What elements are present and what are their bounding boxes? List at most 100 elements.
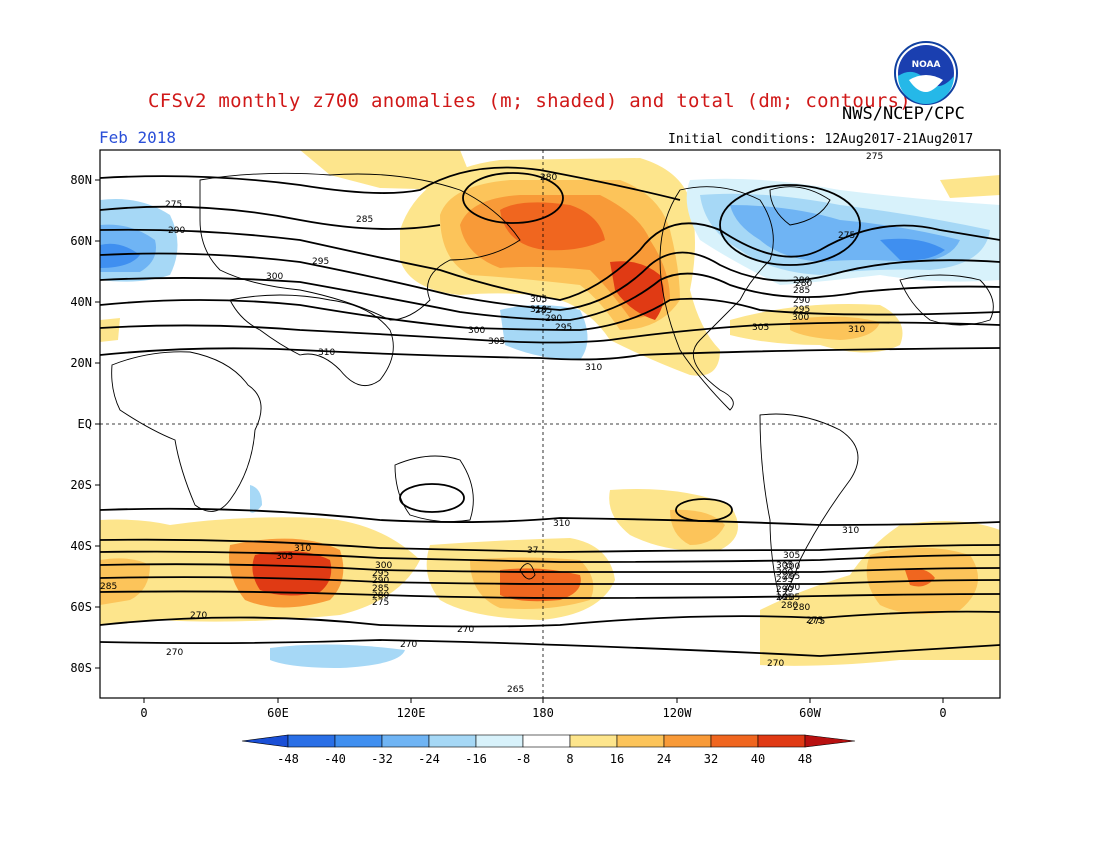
contour-label: 310 xyxy=(585,363,603,373)
contour-label: 37 xyxy=(527,546,539,556)
contour-label: 280 xyxy=(540,173,558,183)
colorbar-swatch xyxy=(475,734,524,748)
contour-label: 275 xyxy=(372,598,390,608)
contour-label: 275 xyxy=(808,617,826,627)
contour-label: 300 xyxy=(375,561,393,571)
contour-label: 300 xyxy=(468,326,486,336)
contour-label: 270 xyxy=(400,640,418,650)
colorbar-label: 48 xyxy=(797,752,813,766)
lat-label: 40N xyxy=(70,295,92,309)
contour-label: 295 xyxy=(555,323,573,333)
anomaly-colorbar xyxy=(241,734,856,748)
agency-label: NWS/NCEP/CPC xyxy=(842,104,965,124)
colorbar-label: 40 xyxy=(750,752,766,766)
colorbar-swatch xyxy=(757,734,806,748)
contour-label: 305 xyxy=(783,551,801,561)
colorbar-swatch xyxy=(663,734,712,748)
forecast-period: Feb 2018 xyxy=(99,128,177,147)
noaa-logo: NOAA xyxy=(894,41,958,105)
svg-text:NOAA: NOAA xyxy=(912,60,941,70)
contour-label: 275 xyxy=(866,152,884,162)
colorbar-swatch xyxy=(710,734,759,748)
contour-label: 270 xyxy=(767,659,785,669)
contour-label: 305 xyxy=(530,295,548,305)
lat-label: 60S xyxy=(70,600,92,614)
colorbar-label: -40 xyxy=(324,752,346,766)
contour-label: 285 xyxy=(356,215,374,225)
contour-label: 305 xyxy=(752,323,770,333)
colorbar-swatch xyxy=(334,734,383,748)
contour-label: 285 xyxy=(783,593,801,603)
contour-label: 310 xyxy=(530,305,548,315)
contour-label: 265 xyxy=(507,685,525,695)
colorbar-label: -16 xyxy=(465,752,487,766)
contour-label: 290 xyxy=(793,296,811,306)
contour-label: 275 xyxy=(838,231,856,241)
contour-label: 300 xyxy=(266,272,284,282)
lat-label: 20N xyxy=(70,356,92,370)
lat-label: 80S xyxy=(70,661,92,675)
contour-label: 290 xyxy=(168,226,186,236)
contour-label: 280 xyxy=(781,601,799,611)
contour-label: 290 xyxy=(783,583,801,593)
contour-label: 285 xyxy=(372,584,390,594)
lon-label: 120E xyxy=(396,706,426,720)
colorbar-label: -32 xyxy=(371,752,393,766)
colorbar-swatch xyxy=(522,734,571,748)
colorbar-label: -24 xyxy=(418,752,440,766)
contour-label: 280 xyxy=(795,279,813,289)
contour-label: 285 xyxy=(793,286,811,296)
colorbar-label: 8 xyxy=(566,752,574,766)
contour-label: 290 xyxy=(776,585,794,595)
contour-label: 280 xyxy=(793,276,811,286)
colorbar-swatch xyxy=(428,734,477,748)
lat-label: 60N xyxy=(70,234,92,248)
lat-label: 20S xyxy=(70,478,92,492)
contour-label: 295 xyxy=(312,257,330,267)
contour-label: 295 xyxy=(783,572,801,582)
contour-label: 305 xyxy=(488,337,506,347)
colorbar-min-arrow xyxy=(241,734,289,748)
contour-label: 285 xyxy=(776,593,794,603)
initial-conditions: Initial conditions: 12Aug2017-21Aug2017 xyxy=(668,132,974,147)
contour-label: 295 xyxy=(776,575,794,585)
contour-label: 280 xyxy=(372,591,390,601)
lon-label: 60W xyxy=(799,706,821,720)
lon-label: 180 xyxy=(532,706,554,720)
lon-label: 0 xyxy=(939,706,947,720)
lat-label: 80N xyxy=(70,173,92,187)
colorbar-label: -8 xyxy=(515,752,531,766)
lon-label: 0 xyxy=(140,706,148,720)
contour-label: 270 xyxy=(457,625,475,635)
colorbar-swatch xyxy=(616,734,665,748)
contour-label: 275 xyxy=(165,200,183,210)
contour-label: 280 xyxy=(793,603,811,613)
contour-label: 310 xyxy=(848,325,866,335)
colorbar-label: 32 xyxy=(703,752,719,766)
height-contours xyxy=(100,166,1000,657)
contour-label: 305 xyxy=(276,552,294,562)
contour-label: 310 xyxy=(318,348,336,358)
contour-label: 305 xyxy=(776,561,794,571)
contour-label: 310 xyxy=(294,544,312,554)
colorbar-swatch xyxy=(569,734,618,748)
contour-label: 270 xyxy=(166,648,184,658)
graticule xyxy=(100,150,1000,698)
lon-label: 60E xyxy=(267,706,289,720)
contour-label: 295 xyxy=(793,305,811,315)
colorbar-label: 24 xyxy=(656,752,672,766)
contour-label: 300 xyxy=(792,313,810,323)
lat-label: 40S xyxy=(70,539,92,553)
colorbar-swatch xyxy=(381,734,430,748)
contour-label: 310 xyxy=(842,526,860,536)
contour-label: 290 xyxy=(372,576,390,586)
contour-label: 285 xyxy=(535,306,553,316)
contour-label: 285 xyxy=(100,582,118,592)
positive-anomalies xyxy=(100,150,1000,666)
lat-label: EQ xyxy=(77,417,92,431)
contour-label: 300 xyxy=(776,568,794,578)
colorbar-label: -48 xyxy=(277,752,299,766)
colorbar-label: 16 xyxy=(609,752,625,766)
contour-label: 300 xyxy=(783,562,801,572)
